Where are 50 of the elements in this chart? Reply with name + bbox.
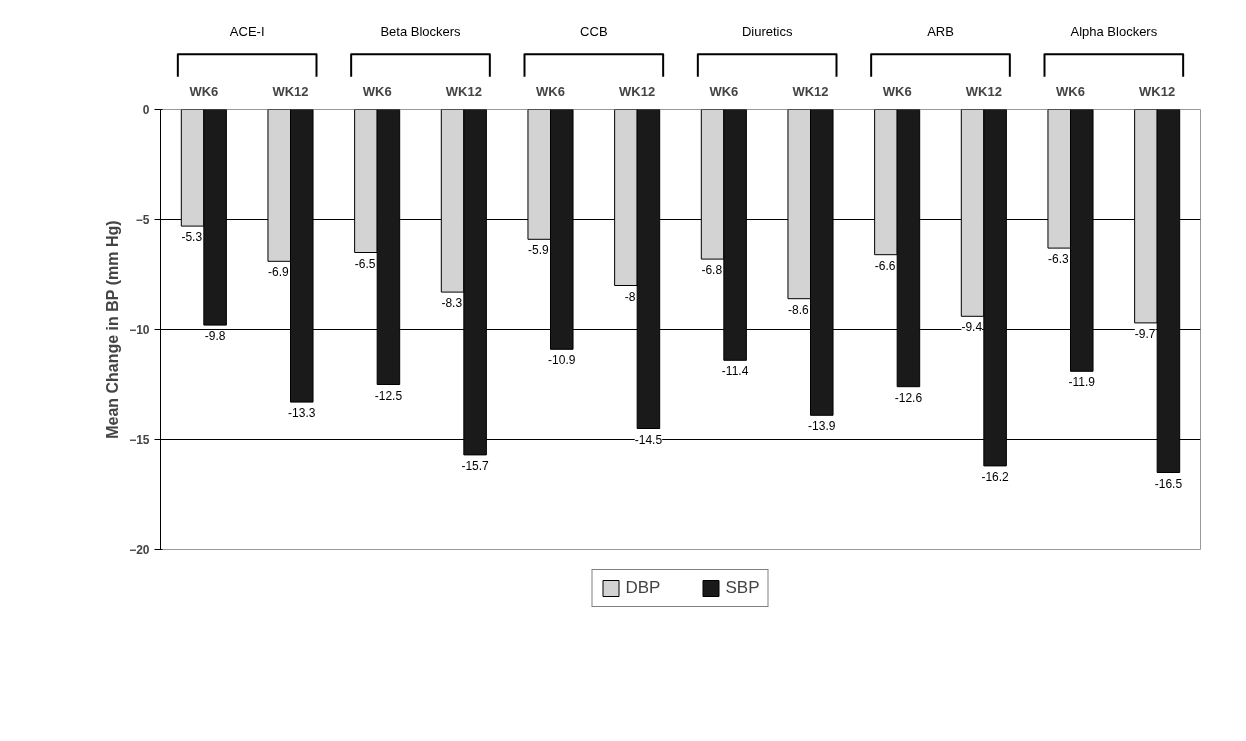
x-tick-label: WK6 <box>536 83 565 99</box>
text: ARB <box>927 24 954 40</box>
y-tick-label: −15 <box>129 433 150 447</box>
data-label: -6.6 <box>874 258 896 273</box>
data-label: -9.8 <box>204 329 226 344</box>
data-label: -6.5 <box>354 256 376 271</box>
data-label: -8.3 <box>441 296 463 311</box>
data-label: -14.5 <box>634 432 663 447</box>
text: Diuretics <box>741 24 793 40</box>
y-tick-label: 0 <box>142 103 150 117</box>
text: Beta Blockers <box>380 24 462 40</box>
data-label: -11.9 <box>1068 375 1096 390</box>
data-label: -9.4 <box>961 320 983 335</box>
text: CCB <box>580 24 608 40</box>
data-label: -5.3 <box>181 230 203 245</box>
data-label: -6.9 <box>268 265 290 280</box>
x-tick-label: WK12 <box>1139 83 1176 99</box>
x-tick-label: WK6 <box>189 83 219 99</box>
data-label: -11.4 <box>721 364 749 379</box>
data-label: -5.9 <box>528 243 550 258</box>
legend-label: DBP <box>625 578 661 598</box>
x-tick-label: WK12 <box>619 83 656 99</box>
data-label: -6.8 <box>701 263 723 278</box>
text: ACE-I <box>229 24 265 40</box>
x-tick-label: WK12 <box>445 83 482 99</box>
data-label: -15.7 <box>461 458 490 473</box>
data-label: -12.5 <box>374 388 403 403</box>
data-label: -6.3 <box>1048 252 1070 267</box>
x-tick-label: WK6 <box>1056 83 1085 99</box>
text: Alpha Blockers <box>1070 24 1158 40</box>
data-label: -9.7 <box>1134 326 1156 341</box>
data-label: -8 <box>624 289 636 304</box>
x-tick-label: WK6 <box>882 83 912 99</box>
data-label: -13.3 <box>288 406 316 421</box>
data-label: -13.9 <box>808 419 836 434</box>
y-axis-title: Mean Change in BP (mm Hg) <box>104 220 122 439</box>
data-label: -10.9 <box>548 353 576 368</box>
x-tick-label: WK12 <box>272 83 309 99</box>
y-tick-label: −5 <box>135 213 150 227</box>
data-label: -8.6 <box>788 302 810 317</box>
data-label: -16.2 <box>981 469 1010 484</box>
x-tick-label: WK12 <box>965 83 1002 99</box>
data-label: -12.6 <box>894 390 923 405</box>
x-tick-label: WK12 <box>792 83 829 99</box>
data-label: -16.5 <box>1154 476 1183 491</box>
legend-label: SBP <box>725 578 760 598</box>
x-tick-label: WK6 <box>362 83 392 99</box>
y-tick-label: −10 <box>129 323 150 337</box>
y-tick-label: −20 <box>129 543 150 557</box>
x-tick-label: WK6 <box>709 83 739 99</box>
